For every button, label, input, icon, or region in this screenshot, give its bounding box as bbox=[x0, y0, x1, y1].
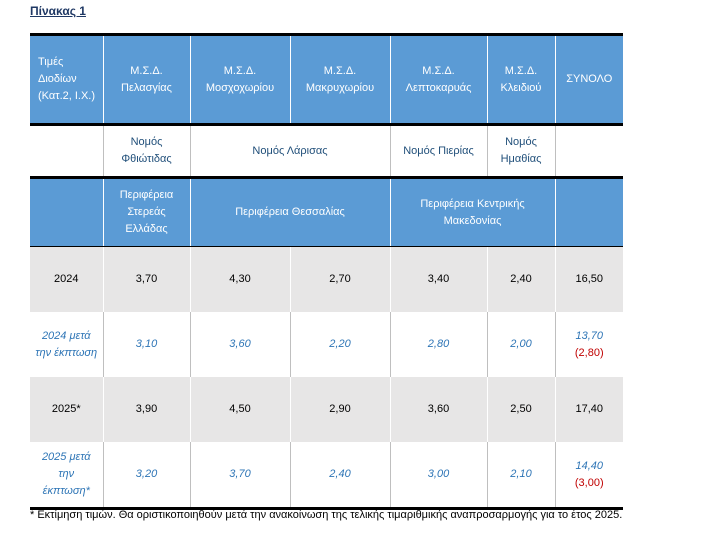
row-label: 2024 bbox=[30, 246, 103, 312]
price-cell: 2,20 bbox=[289, 312, 390, 377]
header-row: Τιμές Διοδίων (Κατ.2, Ι.Χ.) Μ.Σ.Δ. Πελασ… bbox=[30, 33, 623, 125]
row-label: 2025 μετά την έκπτωση* bbox=[30, 442, 103, 510]
price-cell: 2,00 bbox=[486, 312, 555, 377]
price-cell: 2,10 bbox=[486, 442, 555, 510]
station-header-leptokarya: Μ.Σ.Δ. Λεπτοκαρυάς bbox=[389, 33, 487, 125]
price-cell: 3,20 bbox=[102, 442, 190, 510]
region-kentriki-makedonia: Περιφέρεια Κεντρικής Μακεδονίας bbox=[389, 176, 555, 247]
prefecture-total-blank bbox=[554, 123, 623, 178]
prefecture-pieria: Νομός Πιερίας bbox=[389, 123, 487, 178]
table-row: 2024 μετά την έκπτωση 3,10 3,60 2,20 2,8… bbox=[30, 312, 623, 377]
price-cell: 3,90 bbox=[102, 377, 190, 442]
region-row: Περιφέρεια Στερεάς Ελλάδας Περιφέρεια Θε… bbox=[30, 176, 623, 247]
price-cell: 3,00 bbox=[389, 442, 487, 510]
prefecture-fthiotida: Νομός Φθιώτιδας bbox=[102, 123, 190, 178]
price-cell: 4,30 bbox=[189, 246, 290, 312]
row-label: 2024 μετά την έκπτωση bbox=[30, 312, 103, 377]
table-row: 2025* 3,90 4,50 2,90 3,60 2,50 17,40 bbox=[30, 377, 623, 442]
region-thessalia: Περιφέρεια Θεσσαλίας bbox=[189, 176, 390, 247]
price-cell: 4,50 bbox=[189, 377, 290, 442]
price-cell: 3,70 bbox=[189, 442, 290, 510]
table-row: 2025 μετά την έκπτωση* 3,20 3,70 2,40 3,… bbox=[30, 442, 623, 510]
total-value: 14,40 bbox=[575, 459, 604, 472]
price-cell: 2,70 bbox=[289, 246, 390, 312]
price-cell: 3,60 bbox=[389, 377, 487, 442]
station-header-makrychori: Μ.Σ.Δ. Μακρυχωρίου bbox=[289, 33, 390, 125]
saving-value: (3,00) bbox=[574, 476, 604, 489]
total-cell: 17,40 bbox=[554, 377, 623, 442]
price-cell: 3,40 bbox=[389, 246, 487, 312]
station-header-moschochori: Μ.Σ.Δ. Μοσχοχωρίου bbox=[189, 33, 290, 125]
table-caption: Πίνακας 1 bbox=[30, 4, 86, 18]
total-cell: 14,40 (3,00) bbox=[554, 442, 623, 510]
station-header-kleidi: Μ.Σ.Δ. Κλειδιού bbox=[486, 33, 555, 125]
region-sterea-ellada: Περιφέρεια Στερεάς Ελλάδας bbox=[102, 176, 190, 247]
saving-value: (2,80) bbox=[574, 346, 604, 359]
price-cell: 2,40 bbox=[289, 442, 390, 510]
price-cell: 3,10 bbox=[102, 312, 190, 377]
total-cell: 16,50 bbox=[554, 246, 623, 312]
prefecture-row: Νομός Φθιώτιδας Νομός Λάρισας Νομός Πιερ… bbox=[30, 123, 623, 178]
price-cell: 3,60 bbox=[189, 312, 290, 377]
region-blank bbox=[30, 176, 103, 247]
price-cell: 2,80 bbox=[389, 312, 487, 377]
station-header-pelasgia: Μ.Σ.Δ. Πελασγίας bbox=[102, 33, 190, 125]
prefecture-blank bbox=[30, 123, 103, 178]
corner-header: Τιμές Διοδίων (Κατ.2, Ι.Χ.) bbox=[30, 33, 103, 125]
toll-prices-table: Τιμές Διοδίων (Κατ.2, Ι.Χ.) Μ.Σ.Δ. Πελασ… bbox=[30, 33, 623, 510]
total-header: ΣΥΝΟΛΟ bbox=[554, 33, 623, 125]
total-value: 13,70 bbox=[575, 329, 604, 342]
price-cell: 2,40 bbox=[486, 246, 555, 312]
total-cell: 13,70 (2,80) bbox=[554, 312, 623, 377]
footnote: * Εκτίμηση τιμών. Θα οριστικοποιηθούν με… bbox=[30, 509, 623, 521]
region-total-blank bbox=[554, 176, 623, 247]
prefecture-imathia: Νομός Ημαθίας bbox=[486, 123, 555, 178]
table-row: 2024 3,70 4,30 2,70 3,40 2,40 16,50 bbox=[30, 246, 623, 312]
price-cell: 3,70 bbox=[102, 246, 190, 312]
prefecture-larisa: Νομός Λάρισας bbox=[189, 123, 390, 178]
row-label: 2025* bbox=[30, 377, 103, 442]
price-cell: 2,50 bbox=[486, 377, 555, 442]
price-cell: 2,90 bbox=[289, 377, 390, 442]
